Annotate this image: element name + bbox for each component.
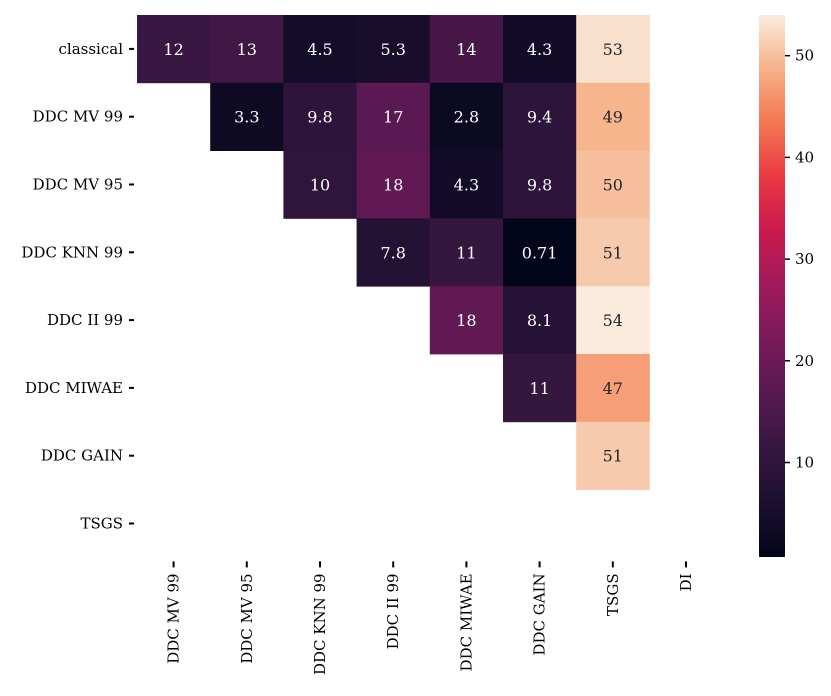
y-tick-label: DDC II 99: [47, 311, 123, 329]
colorbar-tick-label: 10: [795, 454, 814, 472]
heatmap-cell: [503, 82, 577, 151]
heatmap-cell: [503, 150, 577, 219]
heatmap-cell: [503, 218, 577, 287]
cell-value-label: 3.3: [234, 108, 259, 127]
y-axis: classical DDC MV 99 DDC MV 95 DDC KNN 99 DDC…: [21, 40, 134, 533]
heatmap-cell: [576, 15, 650, 84]
heatmap-cell: [576, 354, 650, 423]
heatmap-cell: [503, 286, 577, 355]
cell-value-label: 18: [456, 311, 476, 330]
heatmap-cell: [576, 82, 650, 151]
cell-value-label: 4.3: [527, 40, 552, 59]
cell-value-label: 9.4: [527, 108, 552, 127]
heatmap-cell: [429, 218, 504, 287]
cell-value-label: 11: [529, 379, 549, 398]
x-tick-label: DDC GAIN: [531, 573, 549, 655]
cell-value-label: 4.5: [307, 40, 332, 59]
heatmap-cell: [429, 286, 504, 355]
x-tick-label: TSGS: [604, 573, 622, 616]
y-tick-label: DDC GAIN: [41, 447, 123, 465]
cell-value-label: 10: [310, 176, 330, 195]
cell-value-label: 51: [603, 447, 623, 466]
cell-value-label: 9.8: [527, 176, 552, 195]
cell-value-label: 47: [603, 379, 623, 398]
cell-value-label: 11: [456, 243, 476, 262]
colorbar-tick-label: 20: [795, 352, 814, 370]
heatmap-cell: [429, 150, 504, 219]
heatmap-cell-labels: 12 13 4.5 5.3 14 4.3 53 3.3 9.8 17 2.8 9.4 49 10 18 4.3…: [163, 40, 623, 466]
cell-value-label: 54: [603, 311, 623, 330]
colorbar-tick-label: 40: [795, 148, 814, 166]
colorbar: 10 20 30 40 50: [759, 15, 814, 557]
x-tick-label: DDC MV 99: [165, 573, 183, 663]
colorbar-gradient: [759, 15, 785, 557]
cell-value-label: 0.71: [522, 243, 558, 262]
heatmap-cell: [429, 82, 504, 151]
heatmap-cell: [503, 354, 577, 423]
y-tick-label: DDC MV 99: [33, 108, 123, 126]
cell-value-label: 17: [383, 108, 403, 127]
y-tick-label: DDC MIWAE: [25, 379, 123, 397]
cell-value-label: 4.3: [454, 176, 479, 195]
heatmap-cell: [356, 218, 431, 287]
cell-value-label: 49: [603, 108, 623, 127]
heatmap-cells: [137, 15, 650, 490]
heatmap-cell: [576, 421, 650, 490]
cell-value-label: 51: [603, 243, 623, 262]
heatmap-cell: [210, 15, 284, 84]
x-tick-label: DDC KNN 99: [311, 573, 329, 675]
cell-value-label: 7.8: [380, 243, 405, 262]
heatmap-cell: [283, 15, 357, 84]
x-tick-label: DDC II 99: [384, 573, 402, 649]
heatmap-cell: [356, 150, 431, 219]
y-tick-label: TSGS: [80, 515, 123, 533]
cell-value-label: 5.3: [380, 40, 405, 59]
x-tick-label: DDC MIWAE: [457, 573, 475, 671]
cell-value-label: 53: [603, 40, 623, 59]
y-tick-label: DDC MV 95: [33, 176, 123, 194]
colorbar-tick-label: 50: [795, 47, 814, 65]
heatmap-cell: [429, 15, 504, 84]
heatmap-cell: [576, 286, 650, 355]
heatmap-cell: [356, 82, 431, 151]
heatmap-cell: [210, 82, 284, 151]
cell-value-label: 13: [237, 40, 257, 59]
x-tick-label: DDC MV 95: [238, 573, 256, 663]
x-tick-label: DI: [677, 573, 695, 591]
cell-value-label: 9.8: [307, 108, 332, 127]
cell-value-label: 18: [383, 176, 403, 195]
y-tick-label: classical: [59, 40, 124, 58]
heatmap-cell: [137, 15, 211, 84]
heatmap-cell: [356, 15, 431, 84]
cell-value-label: 2.8: [454, 108, 479, 127]
heatmap-cell: [283, 150, 357, 219]
x-axis: DDC MV 99 DDC MV 95 DDC KNN 99 DDC II 99 DDC…: [165, 561, 695, 675]
heatmap-cell: [503, 15, 577, 84]
cell-value-label: 8.1: [527, 311, 552, 330]
y-tick-label: DDC KNN 99: [21, 243, 123, 261]
cell-value-label: 50: [603, 176, 623, 195]
heatmap-cell: [576, 150, 650, 219]
heatmap-cell: [283, 82, 357, 151]
heatmap-cell: [576, 218, 650, 287]
colorbar-tick-label: 30: [795, 250, 814, 268]
cell-value-label: 14: [456, 40, 476, 59]
cell-value-label: 12: [163, 40, 183, 59]
